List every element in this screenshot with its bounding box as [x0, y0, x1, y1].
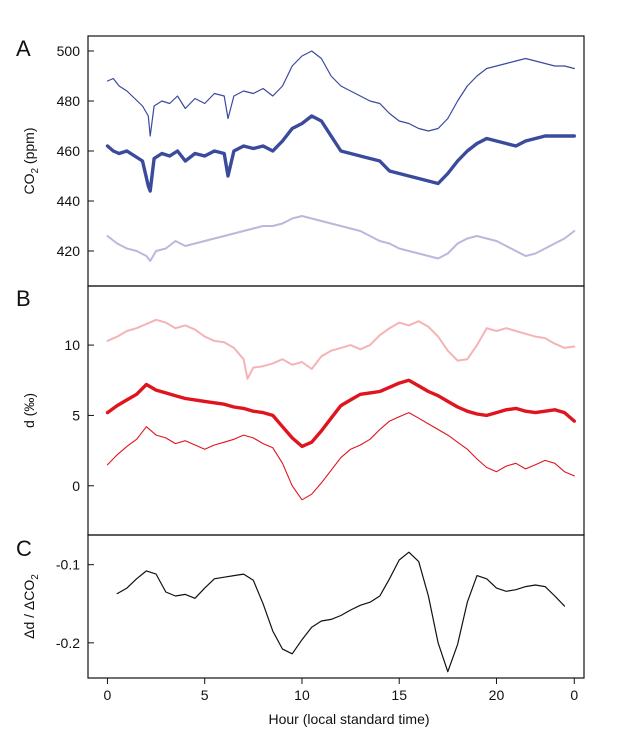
- y-tick-label: 440: [57, 193, 81, 209]
- y-tick-label: -0.1: [56, 557, 80, 573]
- panel-c: C -0.1 -0.2 Δd / ΔCO2: [16, 534, 585, 679]
- x-tick-label: 10: [294, 687, 310, 703]
- x-tick-label: 0: [104, 687, 112, 703]
- series-line-1: [116, 551, 566, 673]
- x-tick-label: 20: [489, 687, 505, 703]
- y-tick-label: 5: [72, 407, 80, 423]
- y-tick-label: 480: [57, 93, 81, 109]
- x-axis-label: Hour (local standard time): [268, 711, 429, 727]
- y-tick-label: 420: [57, 243, 81, 259]
- x-tick-label: 5: [201, 687, 209, 703]
- panel-a: A 420 440 460 480 500 CO2 (ppm): [16, 35, 585, 287]
- series-line-1: [106, 50, 575, 137]
- panel-letter: C: [16, 536, 32, 561]
- x-tick-label: 0: [570, 687, 578, 703]
- y-axis-label: Δd / ΔCO2: [21, 574, 41, 639]
- x-tick-label: 15: [391, 687, 407, 703]
- y-axis-label: d (‰): [21, 393, 37, 428]
- y-tick-label: 500: [57, 43, 81, 59]
- y-axis-label: CO2 (ppm): [21, 127, 41, 194]
- series-line-3: [106, 412, 575, 501]
- y-tick-label: -0.2: [56, 635, 80, 651]
- panel-frame: [87, 534, 585, 679]
- y-tick-label: 0: [72, 478, 80, 494]
- series-line-1: [106, 318, 576, 380]
- y-tick-label: 460: [57, 143, 81, 159]
- series-line-2: [105, 114, 576, 193]
- y-tick-label: 10: [64, 337, 80, 353]
- x-axis: 0 5 10 15 20 0: [104, 678, 578, 703]
- series-line-2: [105, 378, 576, 449]
- panel-letter: B: [16, 286, 31, 311]
- panel-letter: A: [16, 36, 31, 61]
- series-line-3: [106, 215, 576, 262]
- panel-b: B 0 5 10 d (‰): [16, 285, 585, 536]
